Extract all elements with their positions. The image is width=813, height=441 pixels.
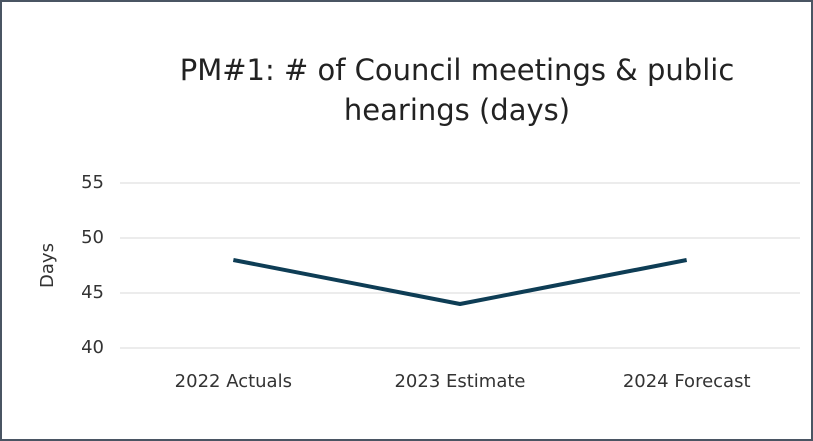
y-axis-label: Days: [37, 243, 58, 288]
y-tick-label: 55: [81, 172, 104, 193]
x-tick-label: 2024 Forecast: [623, 371, 751, 392]
chart-title: PM#1: # of Council meetings & public hea…: [179, 53, 735, 127]
y-tick-label: 50: [81, 227, 104, 248]
y-tick-label: 40: [81, 337, 104, 358]
line-series: [232, 258, 688, 306]
x-tick-label: 2022 Actuals: [175, 371, 292, 392]
x-tick-label: 2023 Estimate: [394, 371, 525, 392]
y-tick-label: 45: [81, 282, 104, 303]
